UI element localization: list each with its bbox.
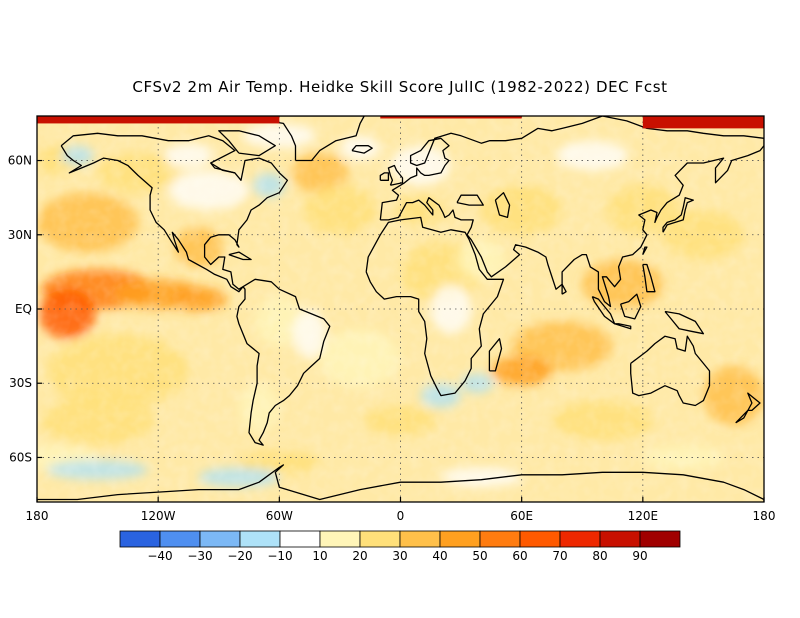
colorbar-swatch: [519, 530, 561, 548]
colorbar-swatch: [319, 530, 361, 548]
colorbar-label: 90: [632, 549, 647, 563]
coastline-ireland: [379, 172, 390, 181]
lon-tick-label: 60W: [266, 509, 293, 523]
coastlines: [37, 116, 764, 502]
colorbar-swatch: [359, 530, 401, 548]
colorbar: −40 −30 −20 −10 10 20 30 40 50 60 70 80 90: [119, 530, 681, 563]
lon-tick-label: 60E: [510, 509, 533, 523]
colorbar-swatch: [479, 530, 521, 548]
lon-tick-label: 120W: [141, 509, 176, 523]
lon-tick-label: 180: [753, 509, 776, 523]
coastline-borneo: [619, 293, 642, 320]
coastline-taiwan: [642, 246, 648, 255]
coastline-java: [614, 323, 632, 330]
colorbar-swatch: [559, 530, 601, 548]
coastline-madagascar: [488, 338, 503, 372]
lon-tick-label: 180: [26, 509, 49, 523]
lat-tick-label: 30S: [9, 376, 32, 390]
coastline-uk: [387, 164, 404, 186]
colorbar-swatch: [639, 530, 681, 548]
lat-tick-label: 60N: [8, 154, 32, 168]
colorbar-swatch: [159, 530, 201, 548]
colorbar-label: 80: [592, 549, 607, 563]
coastline-antarctica: [37, 464, 764, 502]
coastline-hudson-inner: [210, 162, 236, 174]
colorbar-label: −40: [147, 549, 172, 563]
arctic-high-skill: [642, 116, 764, 129]
coastline-caspian-sea: [494, 192, 511, 219]
coastline-baffin: [218, 130, 276, 157]
coastline-greenland: [266, 116, 365, 162]
lon-tick-label: 120E: [628, 509, 659, 523]
coastline-eurasia: [379, 116, 764, 308]
coastline-philippines: [642, 263, 656, 293]
coastline-africa: [365, 216, 505, 397]
map-gridlines: [37, 116, 764, 502]
coastline-sri-lanka: [561, 283, 567, 295]
colorbar-label: −10: [267, 549, 292, 563]
colorbar-swatch: [119, 530, 161, 548]
coastline-south-america: [236, 278, 331, 446]
lat-tick-label: 30N: [8, 228, 32, 242]
colorbar-label: 10: [312, 549, 327, 563]
arctic-high-skill: [380, 116, 522, 119]
colorbar-label: 20: [352, 549, 367, 563]
coastline-new-guinea: [664, 310, 705, 335]
colorbar-swatch: [239, 530, 281, 548]
chart-title: CFSv2 2m Air Temp. Heidke Skill Score Ju…: [132, 78, 668, 96]
lon-tick-label: 0: [397, 509, 405, 523]
lat-tick-label: EQ: [15, 302, 32, 316]
colorbar-swatch: [399, 530, 441, 548]
lat-tick-label: 60S: [9, 450, 32, 464]
colorbar-swatch: [279, 530, 321, 548]
coastline-australia: [630, 335, 711, 407]
colorbar-label: −30: [187, 549, 212, 563]
colorbar-swatch: [599, 530, 641, 548]
arctic-high-skill: [37, 116, 280, 124]
coastline-iceland: [351, 145, 373, 154]
colorbar-label: −20: [227, 549, 252, 563]
colorbar-label: 50: [472, 549, 487, 563]
colorbar-label: 60: [512, 549, 527, 563]
colorbar-label: 30: [392, 549, 407, 563]
colorbar-label: 70: [552, 549, 567, 563]
colorbar-label: 40: [432, 549, 447, 563]
latitude-axis: 60N 30N EQ 30S 60S: [8, 154, 42, 464]
colorbar-swatch: [199, 530, 241, 548]
coastline-japan: [662, 197, 694, 233]
coastline-cuba: [228, 251, 252, 261]
coastline-black-sea: [456, 194, 484, 206]
colorbar-swatch: [439, 530, 481, 548]
coastline-new-zealand: [735, 392, 761, 424]
longitude-axis: 180 120W 60W 0 60E 120E 180: [26, 497, 776, 523]
